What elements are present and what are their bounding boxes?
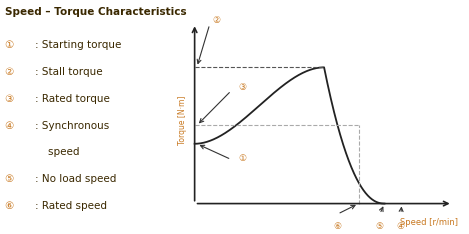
Text: ②: ② (212, 16, 220, 25)
Text: ②: ② (5, 67, 14, 77)
Text: : Rated speed: : Rated speed (35, 201, 107, 211)
Text: Torque [N·m]: Torque [N·m] (178, 96, 188, 145)
Text: ④: ④ (5, 121, 14, 131)
Text: ⑤: ⑤ (5, 174, 14, 184)
Text: ⑤: ⑤ (376, 223, 384, 231)
Text: speed: speed (35, 147, 80, 157)
Text: ③: ③ (238, 83, 246, 92)
Text: ⑥: ⑥ (5, 201, 14, 211)
Text: Speed – Torque Characteristics: Speed – Torque Characteristics (5, 7, 186, 17)
Text: : No load speed: : No load speed (35, 174, 117, 184)
Text: : Rated torque: : Rated torque (35, 94, 110, 104)
Text: ③: ③ (5, 94, 14, 104)
Text: : Stall torque: : Stall torque (35, 67, 103, 77)
Text: : Starting torque: : Starting torque (35, 40, 121, 50)
Text: ①: ① (5, 40, 14, 50)
Text: : Synchronous: : Synchronous (35, 121, 109, 131)
Text: Speed [r/min]: Speed [r/min] (400, 218, 458, 227)
Text: ⑥: ⑥ (333, 223, 341, 231)
Text: ①: ① (238, 154, 246, 163)
Text: ④: ④ (397, 223, 405, 231)
